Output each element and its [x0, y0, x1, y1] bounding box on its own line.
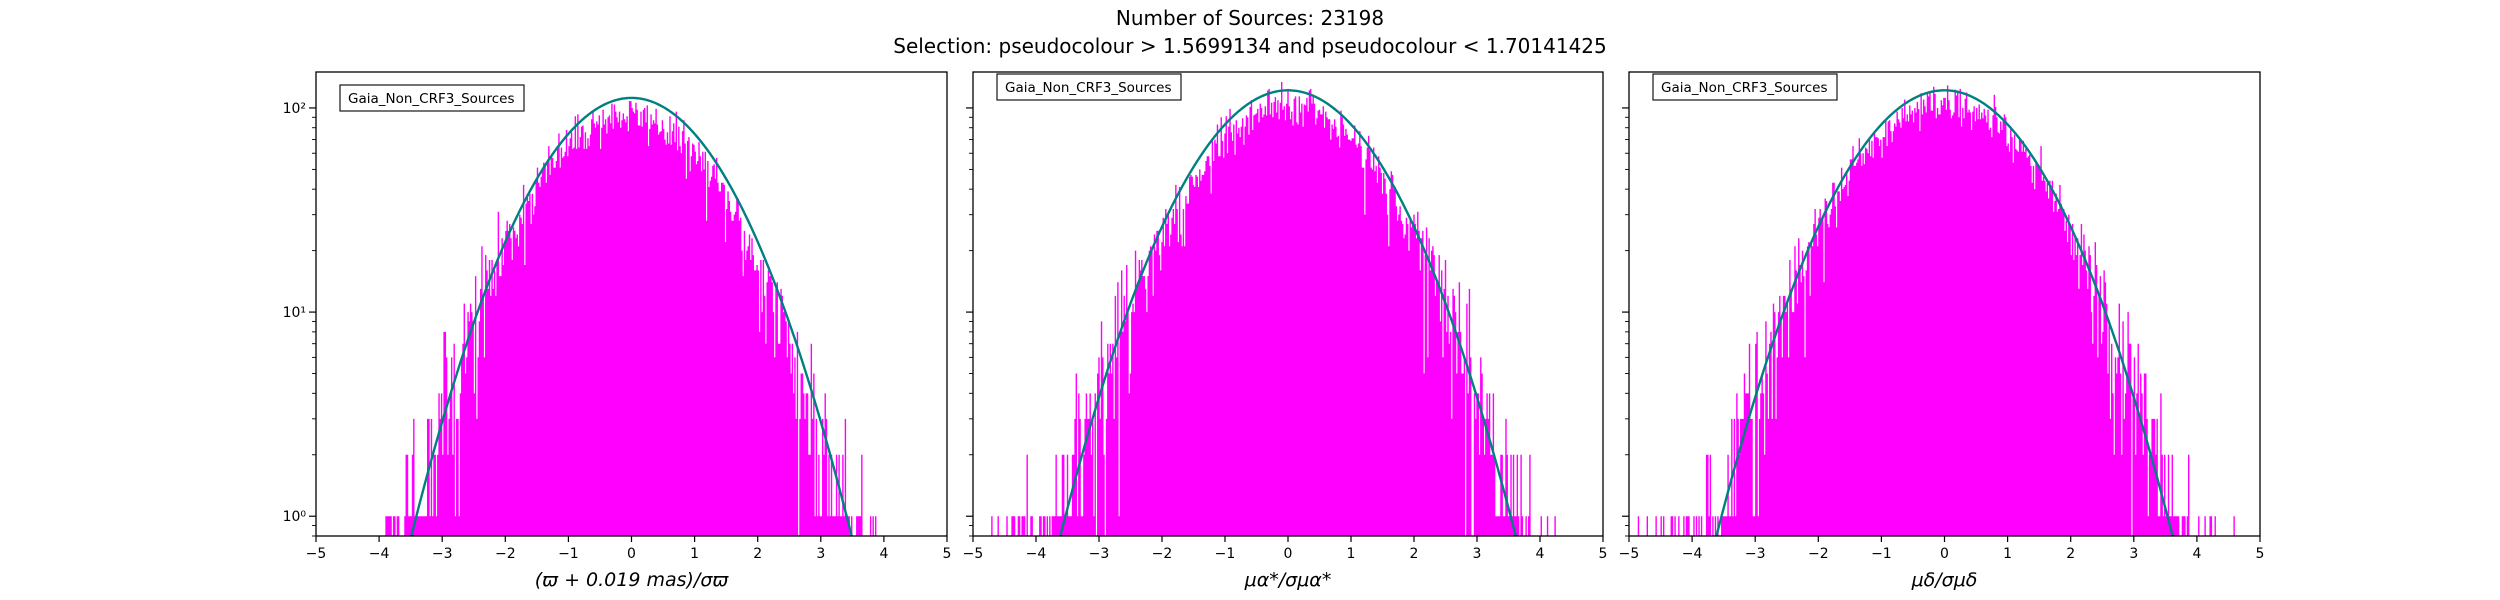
legend-box	[996, 73, 1182, 101]
x-tick-label: −3	[1745, 546, 1766, 562]
legend-label: Gaia_Non_CRF3_Sources	[1005, 80, 1171, 96]
histogram-bars	[1637, 85, 2235, 536]
x-tick-label: 5	[1599, 546, 1608, 562]
x-tick-label: −5	[306, 546, 327, 562]
x-tick-label: 0	[1284, 546, 1293, 562]
x-tick-label: −4	[1026, 546, 1047, 562]
x-tick-label: 3	[1473, 546, 1482, 562]
x-tick-label: −2	[495, 546, 516, 562]
y-tick-label: 10⁰	[283, 509, 307, 525]
legend: Gaia_Non_CRF3_Sources	[1652, 73, 1838, 101]
x-axis-label: μα*/σμα*	[1244, 569, 1332, 591]
legend-box	[1652, 73, 1838, 101]
x-tick-label: 2	[753, 546, 762, 562]
x-tick-label: −2	[1152, 546, 1173, 562]
x-tick-label: 4	[879, 546, 888, 562]
x-tick-label: −1	[1215, 546, 1236, 562]
x-tick-label: 5	[943, 546, 952, 562]
x-tick-label: 5	[2256, 546, 2265, 562]
legend-label: Gaia_Non_CRF3_Sources	[348, 91, 514, 107]
plot-area	[991, 82, 1556, 536]
x-tick-label: 2	[1410, 546, 1419, 562]
gaussian-fit-line	[1059, 89, 1517, 536]
figure-title-selection: Selection: pseudocolour > 1.5699134 and …	[893, 34, 1607, 58]
x-tick-label: −3	[432, 546, 453, 562]
legend: Gaia_Non_CRF3_Sources	[339, 84, 525, 112]
x-tick-label: 4	[1536, 546, 1545, 562]
plot-area	[1637, 85, 2235, 536]
x-tick-label: 2	[2066, 546, 2075, 562]
histogram-panel-3: −5 −4 −3 −2 −1 0 1 2 3 4 5 μδ/σμδ Gaia_Non_CRF3_Sour…	[1619, 71, 2265, 591]
y-tick-label: 10²	[283, 101, 306, 117]
legend-label: Gaia_Non_CRF3_Sources	[1661, 80, 1827, 96]
x-tick-label: 4	[2192, 546, 2201, 562]
x-tick-label: −2	[1808, 546, 1829, 562]
gaussian-fit-line	[1715, 89, 2174, 536]
x-tick-label: −1	[1871, 546, 1892, 562]
x-axis-label: (ϖ + 0.019 mas)/σϖ	[535, 569, 730, 591]
x-tick-label: 1	[2003, 546, 2012, 562]
plot-area	[385, 96, 877, 536]
y-tick-label: 10¹	[283, 305, 306, 321]
x-tick-label: 1	[690, 546, 699, 562]
gaussian-fit-line	[410, 96, 853, 536]
x-tick-label: −4	[369, 546, 390, 562]
x-tick-label: −4	[1682, 546, 1703, 562]
histogram-panel-1: −5 −4 −3 −2 −1 0 1 2 3 4 5 10⁰ 10¹ 10² (ϖ + 0.019 mas)…	[283, 71, 952, 591]
legend-box	[339, 84, 525, 112]
x-tick-label: 1	[1347, 546, 1356, 562]
histogram-panel-2: −5 −4 −3 −2 −1 0 1 2 3 4 5 μα*/σμα* Gaia_Non_CRF3_So…	[963, 71, 1608, 591]
x-tick-label: 3	[816, 546, 825, 562]
figure-title-sources: Number of Sources: 23198	[1115, 6, 1385, 30]
x-axis-label: μδ/σμδ	[1911, 569, 1978, 591]
x-tick-label: 3	[2129, 546, 2138, 562]
x-tick-label: −5	[963, 546, 984, 562]
x-tick-label: −3	[1089, 546, 1110, 562]
legend: Gaia_Non_CRF3_Sources	[996, 73, 1182, 101]
x-tick-label: −1	[558, 546, 579, 562]
x-tick-label: 0	[627, 546, 636, 562]
histogram-bars	[991, 82, 1556, 536]
x-tick-label: 0	[1940, 546, 1949, 562]
histogram-bars	[385, 101, 877, 536]
x-tick-label: −5	[1619, 546, 1640, 562]
